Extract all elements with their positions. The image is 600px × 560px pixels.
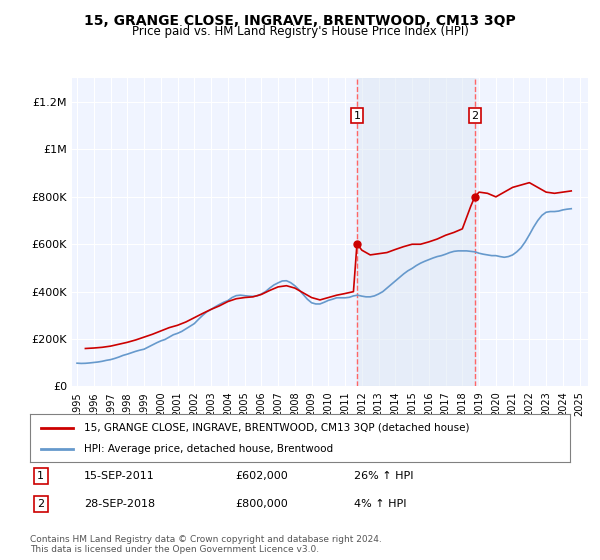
Text: Contains HM Land Registry data © Crown copyright and database right 2024.
This d: Contains HM Land Registry data © Crown c… bbox=[30, 535, 382, 554]
Bar bbox=[357, 78, 475, 386]
Text: 1: 1 bbox=[37, 471, 44, 481]
Text: £800,000: £800,000 bbox=[235, 499, 288, 509]
Text: 26% ↑ HPI: 26% ↑ HPI bbox=[354, 471, 413, 481]
Text: 2: 2 bbox=[37, 499, 44, 509]
Text: 2: 2 bbox=[471, 111, 478, 120]
Text: 15-SEP-2011: 15-SEP-2011 bbox=[84, 471, 155, 481]
Text: HPI: Average price, detached house, Brentwood: HPI: Average price, detached house, Bren… bbox=[84, 444, 333, 454]
Text: Price paid vs. HM Land Registry's House Price Index (HPI): Price paid vs. HM Land Registry's House … bbox=[131, 25, 469, 38]
Text: 1: 1 bbox=[353, 111, 361, 120]
Text: £602,000: £602,000 bbox=[235, 471, 288, 481]
Text: 15, GRANGE CLOSE, INGRAVE, BRENTWOOD, CM13 3QP: 15, GRANGE CLOSE, INGRAVE, BRENTWOOD, CM… bbox=[84, 14, 516, 28]
Text: 4% ↑ HPI: 4% ↑ HPI bbox=[354, 499, 407, 509]
Text: 15, GRANGE CLOSE, INGRAVE, BRENTWOOD, CM13 3QP (detached house): 15, GRANGE CLOSE, INGRAVE, BRENTWOOD, CM… bbox=[84, 423, 470, 433]
Text: 28-SEP-2018: 28-SEP-2018 bbox=[84, 499, 155, 509]
